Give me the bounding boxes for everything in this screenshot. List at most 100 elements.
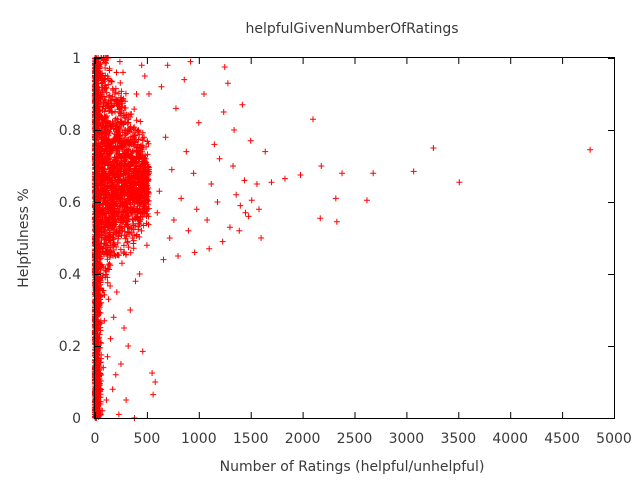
data-point-cluster bbox=[114, 195, 121, 202]
data-point-cluster bbox=[127, 177, 134, 184]
data-point-cluster bbox=[115, 232, 122, 239]
data-point bbox=[370, 170, 377, 177]
data-point-cluster bbox=[113, 131, 120, 138]
data-point-cluster bbox=[99, 287, 106, 294]
data-point-cluster bbox=[105, 136, 112, 143]
data-point-cluster bbox=[107, 183, 114, 190]
data-point bbox=[253, 181, 260, 187]
data-point-cluster bbox=[108, 78, 115, 85]
data-point bbox=[258, 235, 265, 241]
data-point-cluster bbox=[121, 204, 128, 211]
data-point-cluster bbox=[103, 230, 110, 237]
data-point-cluster bbox=[92, 151, 99, 158]
data-point-cluster bbox=[115, 198, 122, 205]
data-point-cluster bbox=[107, 98, 114, 105]
data-point-cluster bbox=[99, 75, 106, 82]
data-point bbox=[281, 175, 288, 182]
data-point-cluster bbox=[92, 278, 99, 285]
x-tick-label: 4500 bbox=[544, 431, 580, 447]
data-point-cluster bbox=[118, 143, 125, 150]
data-point-cluster bbox=[118, 105, 125, 112]
data-point-cluster bbox=[113, 69, 120, 76]
data-point-cluster bbox=[92, 217, 99, 224]
data-point-cluster bbox=[110, 87, 117, 94]
data-point bbox=[116, 58, 123, 65]
data-point-cluster bbox=[92, 316, 99, 323]
data-point-cluster bbox=[120, 242, 127, 249]
data-point bbox=[410, 168, 417, 175]
data-point-cluster bbox=[135, 185, 142, 192]
data-point-cluster bbox=[106, 260, 113, 267]
data-point-cluster bbox=[111, 91, 118, 98]
data-point-cluster bbox=[92, 211, 99, 218]
data-point-cluster bbox=[92, 128, 99, 135]
data-point-cluster bbox=[135, 191, 142, 198]
data-point-cluster bbox=[118, 118, 125, 125]
x-tick-label: 5000 bbox=[596, 431, 632, 447]
data-point bbox=[190, 170, 197, 177]
data-point-cluster bbox=[102, 185, 109, 192]
x-tick-label: 0 bbox=[91, 431, 100, 447]
y-tick-label: 0.4 bbox=[59, 267, 81, 283]
x-tick-label: 1500 bbox=[233, 431, 269, 447]
data-point-cluster bbox=[139, 181, 146, 188]
data-point-cluster bbox=[110, 186, 117, 193]
data-point-cluster bbox=[133, 233, 140, 240]
data-point-cluster bbox=[139, 137, 146, 144]
data-point bbox=[175, 253, 182, 259]
data-point bbox=[170, 217, 177, 223]
data-point-cluster bbox=[136, 131, 143, 138]
data-point-cluster bbox=[94, 292, 101, 299]
data-point-cluster bbox=[105, 202, 112, 209]
data-point-cluster bbox=[102, 274, 109, 281]
data-point-cluster bbox=[118, 112, 125, 119]
data-point-cluster bbox=[103, 113, 110, 120]
data-point bbox=[262, 148, 269, 155]
data-point-cluster bbox=[101, 291, 108, 298]
data-point-cluster bbox=[143, 143, 150, 150]
data-point-cluster bbox=[105, 161, 112, 168]
data-point-cluster bbox=[130, 245, 137, 252]
data-point bbox=[181, 76, 188, 83]
data-point-cluster bbox=[122, 90, 129, 97]
data-point-cluster bbox=[133, 117, 140, 124]
data-point bbox=[125, 343, 132, 349]
data-point-cluster bbox=[136, 233, 143, 240]
data-point-cluster bbox=[102, 64, 109, 71]
data-point-cluster bbox=[102, 119, 109, 126]
x-axis-label: Number of Ratings (helpful/unhelpful) bbox=[220, 459, 485, 475]
data-point-cluster bbox=[103, 250, 110, 257]
data-point-cluster bbox=[106, 206, 113, 213]
data-point-cluster bbox=[125, 195, 132, 202]
data-point-cluster bbox=[135, 226, 142, 233]
data-point-cluster bbox=[106, 254, 113, 261]
data-point-cluster bbox=[112, 173, 119, 180]
data-point-cluster bbox=[114, 210, 121, 217]
data-point-cluster bbox=[105, 210, 112, 217]
data-point-cluster bbox=[116, 223, 123, 230]
data-point-cluster bbox=[123, 130, 130, 137]
data-point-cluster bbox=[124, 120, 131, 127]
data-point-cluster bbox=[108, 169, 115, 176]
data-point-cluster bbox=[94, 398, 101, 405]
data-point bbox=[127, 307, 134, 313]
data-point-cluster bbox=[119, 192, 126, 199]
data-point-cluster bbox=[121, 232, 128, 239]
data-point-cluster bbox=[131, 106, 138, 113]
data-point-cluster bbox=[112, 143, 119, 150]
data-point bbox=[332, 195, 339, 202]
data-point-cluster bbox=[99, 181, 106, 188]
data-point-cluster bbox=[127, 249, 134, 256]
data-point-cluster bbox=[105, 75, 112, 82]
data-point-cluster bbox=[144, 205, 151, 212]
data-point-cluster bbox=[107, 231, 114, 238]
data-point-cluster bbox=[106, 150, 113, 157]
data-point bbox=[219, 238, 226, 245]
data-point-cluster bbox=[104, 265, 111, 272]
data-point-cluster bbox=[122, 151, 129, 158]
data-point bbox=[105, 296, 112, 303]
data-point-cluster bbox=[104, 194, 111, 201]
data-point bbox=[206, 245, 213, 252]
data-point-cluster bbox=[102, 160, 109, 167]
data-point-cluster bbox=[110, 236, 117, 243]
